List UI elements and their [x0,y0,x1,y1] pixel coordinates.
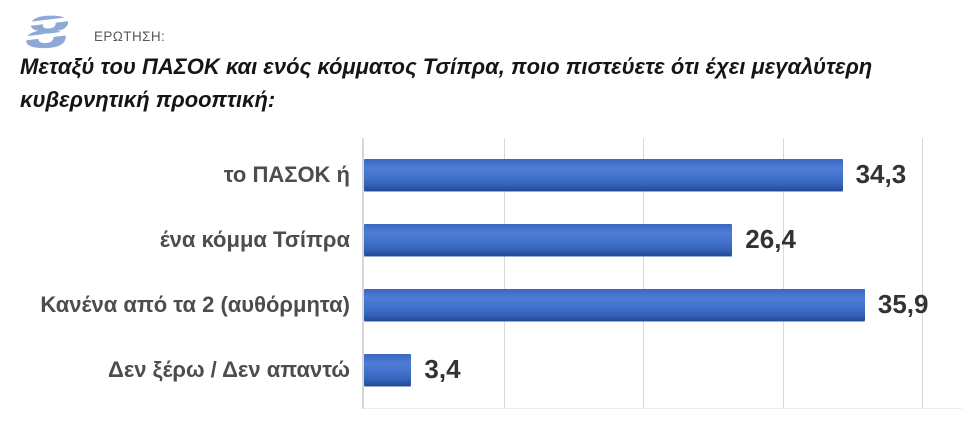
value-label: 3,4 [424,354,461,384]
bar-row: Δεν ξέρω / Δεν απαντώ 3,4 [108,337,962,402]
bar-rows: το ΠΑΣΟΚ ή 34,3 ένα κόμμα Τσίπρα 26,4 Κανένα… [40,142,962,402]
bar [364,288,865,321]
bar [364,353,412,386]
gridline [643,138,644,408]
category-label: Δεν ξέρω / Δεν απαντώ [108,356,350,382]
bar-row: ένα κόμμα Τσίπρα 26,4 [160,207,962,272]
question-tag-label: ΕΡΩΤΗΣΗ: [94,29,166,44]
value-label: 26,4 [745,224,796,254]
bar-row: Κανένα από τα 2 (αυθόρμητα) 35,9 [40,272,962,337]
gridline [782,138,784,408]
stylized-s-logo-icon: 8 [16,6,90,58]
value-label: 35,9 [877,289,929,319]
gridline [503,138,505,408]
category-label: ένα κόμμα Τσίπρα [159,226,350,252]
bar [364,158,843,191]
value-label: 34,3 [855,159,907,189]
gridline [922,138,924,408]
plot-area: το ΠΑΣΟΚ ή 34,3 ένα κόμμα Τσίπρα 26,4 Κανένα… [40,138,962,409]
category-label: Κανένα από τα 2 (αυθόρμητα) [40,291,350,317]
header: 8 ΕΡΩΤΗΣΗ: [16,4,166,58]
question-title: Μεταξύ του ΠΑΣΟΚ και ενός κόμματος Τσίπρ… [20,54,873,112]
category-label: το ΠΑΣΟΚ ή [223,161,350,187]
bar-row: το ΠΑΣΟΚ ή 34,3 [224,142,962,207]
bar [364,223,733,256]
